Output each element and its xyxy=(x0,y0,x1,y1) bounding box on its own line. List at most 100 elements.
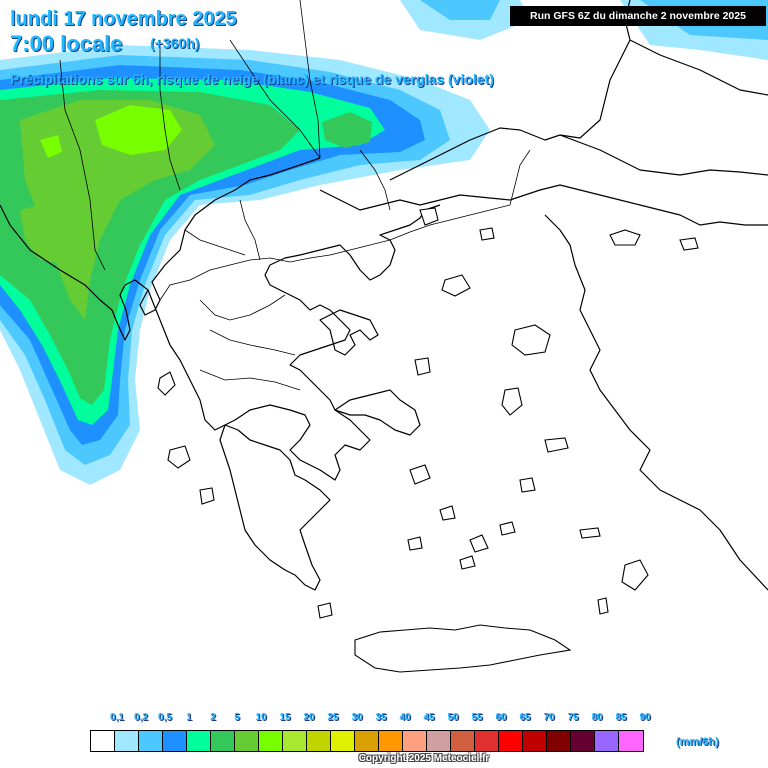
island-andros xyxy=(409,464,431,485)
border-serbia xyxy=(184,229,246,256)
legend-label: 80 xyxy=(591,712,603,723)
coastline-adriatic-albania xyxy=(0,157,321,341)
island-imbros xyxy=(609,229,641,246)
island-kos xyxy=(579,527,601,539)
coastline-greece-mainland xyxy=(147,204,441,481)
legend-label: 15 xyxy=(279,712,291,723)
legend-swatch xyxy=(139,731,163,751)
legend-label: 2 xyxy=(210,712,216,723)
precip-sky-blue-top xyxy=(420,0,500,20)
island-corfu xyxy=(157,371,176,396)
legend-label: 0,5 xyxy=(158,712,172,723)
legend-label: 25 xyxy=(327,712,339,723)
forecast-time: 7:00 locale xyxy=(10,31,123,56)
legend-label: 5 xyxy=(234,712,240,723)
run-info-box: Run GFS 6Z du dimanche 2 novembre 2025 xyxy=(510,6,766,26)
island-zakynthos xyxy=(199,487,215,505)
legend-label: 45 xyxy=(423,712,435,723)
legend-label: 30 xyxy=(351,712,363,723)
legend-label: 20 xyxy=(303,712,315,723)
legend-unit: (mm/6h) xyxy=(676,736,719,748)
legend-swatch xyxy=(331,731,355,751)
island-samothrace xyxy=(479,227,495,241)
legend-swatch xyxy=(211,731,235,751)
border-inland-5 xyxy=(359,149,391,211)
legend-swatch xyxy=(259,731,283,751)
border-region-greece-1 xyxy=(209,329,296,356)
border-inland-2 xyxy=(159,40,181,191)
coastline-aegean-thrace xyxy=(319,184,768,226)
legend-swatch xyxy=(187,731,211,751)
island-cyclades-2 xyxy=(499,521,516,536)
island-lesbos xyxy=(511,324,551,356)
island-dodecanese-1 xyxy=(519,477,536,493)
precip-lime xyxy=(95,105,182,155)
coastline-anatolia-west xyxy=(544,214,768,591)
border-region-greece-2 xyxy=(199,369,301,391)
legend-label: 75 xyxy=(567,712,579,723)
border-north xyxy=(159,204,511,301)
coastline-marmara-anatolia xyxy=(559,134,768,176)
legend-label: 85 xyxy=(615,712,627,723)
legend-swatch xyxy=(571,731,595,751)
legend-label: 90 xyxy=(639,712,651,723)
legend-swatch xyxy=(283,731,307,751)
island-chios xyxy=(501,387,523,416)
legend-label: 0,1 xyxy=(110,712,124,723)
island-tenedos xyxy=(679,237,699,251)
legend-swatch xyxy=(499,731,523,751)
legend-label: 60 xyxy=(495,712,507,723)
coastline-turkey-north xyxy=(629,39,768,96)
border-inland-1 xyxy=(59,59,106,271)
island-cyclades-3 xyxy=(407,536,423,551)
copyright-notice: Copyright 2025 Meteociel.fr xyxy=(358,753,490,764)
legend-label: 55 xyxy=(471,712,483,723)
legend-label: 1 xyxy=(186,712,192,723)
islands xyxy=(157,207,699,673)
precip-green-blob xyxy=(322,112,372,148)
border-bulgaria-west xyxy=(239,199,261,261)
legend-swatch xyxy=(451,731,475,751)
island-skyros xyxy=(414,357,431,376)
coastline-attica-euboea xyxy=(334,389,421,436)
coastline-black-sea-turkey xyxy=(389,0,631,181)
legend-label: 70 xyxy=(543,712,555,723)
legend-swatch xyxy=(547,731,571,751)
legend-swatch xyxy=(163,731,187,751)
legend-swatch xyxy=(403,731,427,751)
border-inland-3 xyxy=(229,39,321,159)
legend-swatch xyxy=(235,731,259,751)
island-crete xyxy=(354,624,572,673)
legend-labels: 0,1 0,2 0,5 1 2 5 10 15 20 25 30 35 40 45 50 55 60 65 70 75… xyxy=(90,712,668,728)
island-cyclades-4 xyxy=(459,555,476,570)
legend-swatch xyxy=(91,731,115,751)
legend-swatch xyxy=(307,731,331,751)
island-naxos xyxy=(469,534,489,553)
island-karpathos xyxy=(597,597,609,615)
island-kefalonia xyxy=(167,445,191,469)
coastline-peloponnese xyxy=(219,424,331,591)
island-kythira xyxy=(317,602,333,619)
legend-swatch xyxy=(523,731,547,751)
forecast-lead-time: (+360h) xyxy=(150,35,200,51)
legend-label: 65 xyxy=(519,712,531,723)
precip-yellow-green xyxy=(20,100,215,320)
legend-swatch xyxy=(595,731,619,751)
legend-label: 40 xyxy=(399,712,411,723)
precip-lime-2 xyxy=(40,135,62,158)
legend-label: 10 xyxy=(255,712,267,723)
map-lines xyxy=(0,0,768,591)
legend-swatch xyxy=(355,731,379,751)
legend-swatch xyxy=(619,731,643,751)
legend-color-bar xyxy=(90,730,644,752)
border-inland-4 xyxy=(299,0,321,159)
border-greece-turkey xyxy=(509,149,531,206)
legend-swatch xyxy=(379,731,403,751)
legend-label: 35 xyxy=(375,712,387,723)
legend-label: 50 xyxy=(447,712,459,723)
island-thasos xyxy=(419,207,439,226)
island-cyclades-1 xyxy=(439,505,456,521)
forecast-date: lundi 17 novembre 2025 xyxy=(10,8,237,30)
island-rhodes xyxy=(621,559,649,591)
